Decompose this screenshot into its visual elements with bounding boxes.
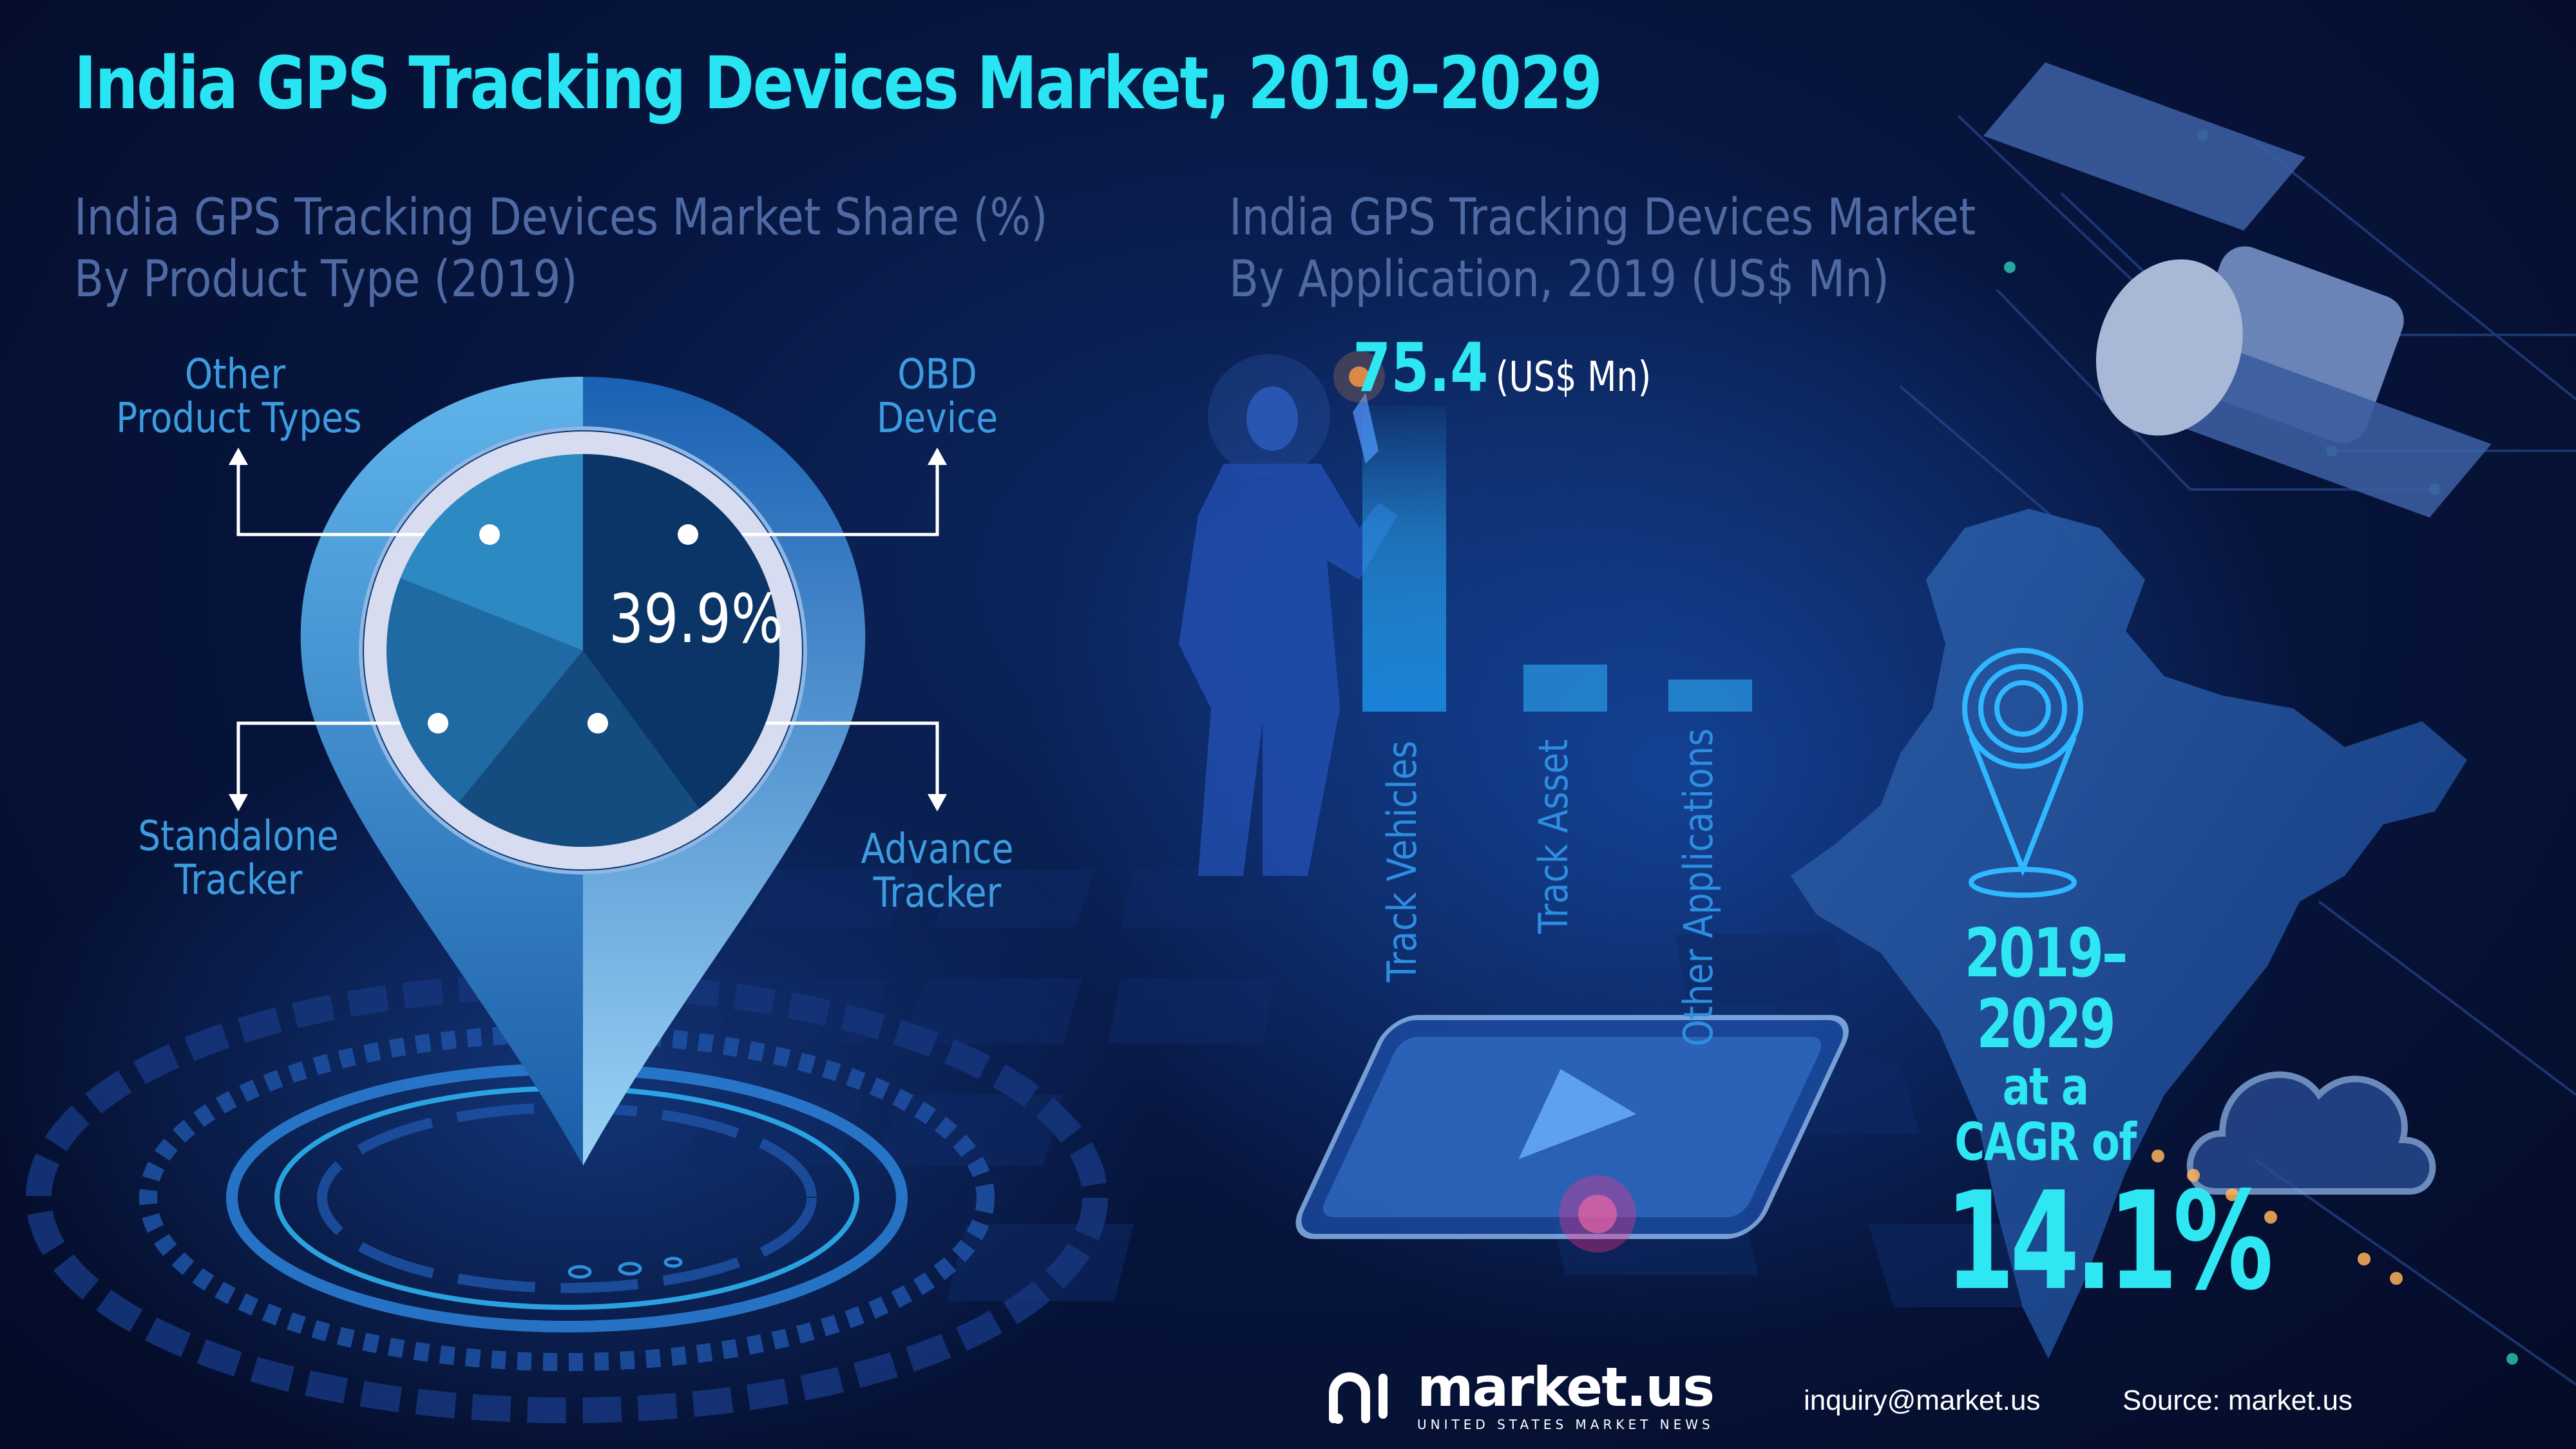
bar-chart-title: India GPS Tracking Devices Market By App… <box>1229 187 1976 310</box>
cagr-text: at a CAGR of <box>1954 1057 2137 1172</box>
pie-slice-other-product-types <box>400 454 583 650</box>
pie-slice-obd-device <box>583 454 779 809</box>
bar-track-vehicles <box>1362 406 1446 712</box>
bar-category-track-asset: Track Asset <box>1530 739 1577 934</box>
market-us-logo-icon <box>1329 1372 1388 1424</box>
pie-label-standalone-tracker: Standalone Tracker <box>128 815 349 902</box>
contact-email[interactable]: inquiry@market.us <box>1804 1385 2041 1416</box>
pie-label-advance-tracker: Advance Tracker <box>857 828 1017 915</box>
cagr-callout: 2019–2029 at a CAGR of 14.1% <box>1910 914 2274 1320</box>
bar-other-applications <box>1668 679 1752 712</box>
pie-slice-advance-tracker <box>459 650 700 847</box>
bar-category-track-vehicles: Track Vehicles <box>1379 741 1426 982</box>
pie-marker-dot <box>428 713 448 734</box>
pie-label-line: Product Types <box>116 395 362 442</box>
pie-marker-dot <box>479 524 500 545</box>
pie-subtitle-line-2: By Product Type (2019) <box>74 251 578 308</box>
bar-value-label: 75.4 (US$ Mn) <box>1353 328 1651 407</box>
bar-subtitle-line-1: India GPS Tracking Devices Market <box>1229 189 1976 247</box>
pie-value-label: 39.9% <box>609 580 783 658</box>
cagr-value: 14.1% <box>1945 1162 2274 1320</box>
brand-logo[interactable]: market.us UNITED STATES MARKET NEWS <box>1327 1356 1715 1432</box>
pie-label-obd-device: OBD Device <box>857 353 1017 440</box>
logo-text-block: market.us UNITED STATES MARKET NEWS <box>1417 1356 1715 1432</box>
pie-chart-title: India GPS Tracking Devices Market Share … <box>74 187 1047 310</box>
bar-category-other-applications: Other Applications <box>1675 728 1722 1046</box>
pie-label-line: Tracker <box>873 869 1002 917</box>
bar-subtitle-line-2: By Application, 2019 (US$ Mn) <box>1229 251 1889 308</box>
pie-label-other-product-types: Other Product Types <box>116 351 362 442</box>
page-title: India GPS Tracking Devices Market, 2019–… <box>74 42 1603 126</box>
pie-marker-dot <box>587 713 608 734</box>
bar-value-number: 75.4 <box>1353 328 1489 407</box>
bar-value-unit: (US$ Mn) <box>1495 354 1652 401</box>
pie-label-line: Advance <box>861 826 1014 873</box>
source-credit: Source: market.us <box>2123 1385 2353 1416</box>
pie-slice-standalone-tracker <box>386 578 583 803</box>
pie-label-line: Device <box>876 395 998 442</box>
pie-subtitle-line-1: India GPS Tracking Devices Market Share … <box>74 189 1048 247</box>
pie-label-line: Other <box>184 351 286 399</box>
pie-label-line: Tracker <box>174 857 303 904</box>
pie-marker-dot <box>678 524 698 545</box>
logo-text: market.us <box>1417 1356 1715 1419</box>
pie-label-line: Standalone <box>138 813 339 860</box>
pie-label-line: OBD <box>897 351 977 399</box>
bar-track-asset <box>1523 664 1607 712</box>
cagr-years: 2019–2029 <box>1964 914 2128 1063</box>
logo-tagline: UNITED STATES MARKET NEWS <box>1417 1417 1714 1432</box>
